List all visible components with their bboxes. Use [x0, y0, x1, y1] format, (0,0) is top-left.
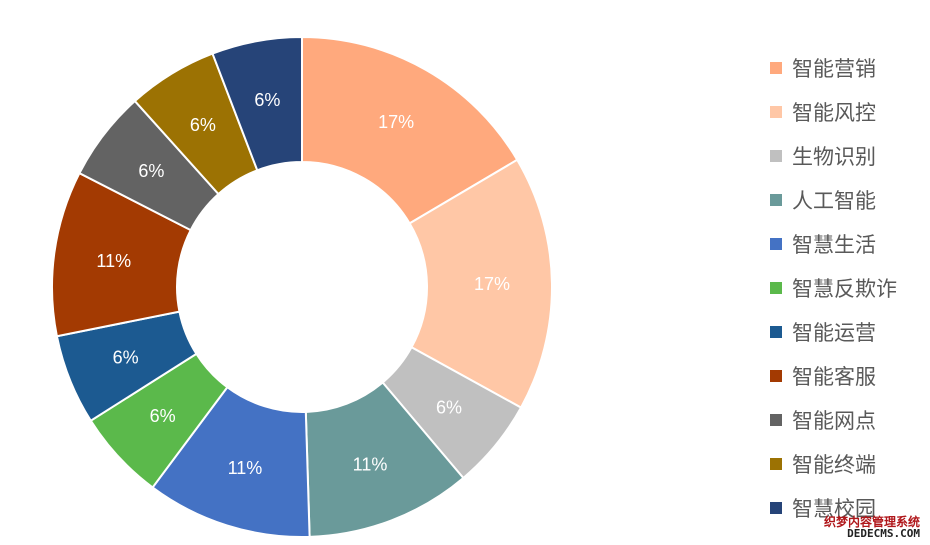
- legend-item-3: 生物识别: [770, 134, 897, 178]
- legend-label: 智能客服: [792, 365, 876, 389]
- slice-label-4: 11%: [353, 454, 388, 474]
- legend-swatch: [770, 370, 782, 382]
- legend-label: 智慧校园: [792, 497, 876, 521]
- slice-11: [211, 35, 303, 172]
- legend-swatch: [770, 150, 782, 162]
- legend-label: 人工智能: [792, 189, 876, 213]
- legend-item-6: 智慧反欺诈: [770, 266, 897, 310]
- legend-item-4: 人工智能: [770, 178, 897, 222]
- legend-item-9: 智能网点: [770, 398, 897, 442]
- legend-label: 智能营销: [792, 57, 876, 81]
- legend-item-1: 智能营销: [770, 46, 897, 90]
- legend-label: 智能终端: [792, 453, 876, 477]
- legend-item-11: 智慧校园: [770, 486, 897, 530]
- legend-label: 智能风控: [792, 101, 876, 125]
- slice-label-7: 6%: [113, 348, 139, 368]
- legend-item-8: 智能客服: [770, 354, 897, 398]
- legend-label: 智能网点: [792, 409, 876, 433]
- legend-swatch: [770, 194, 782, 206]
- slice-label-3: 6%: [436, 397, 462, 417]
- legend-swatch: [770, 238, 782, 250]
- legend-swatch: [770, 282, 782, 294]
- legend-swatch: [770, 62, 782, 74]
- chart-legend: 智能营销智能风控生物识别人工智能智慧生活智慧反欺诈智能运营智能客服智能网点智能终…: [770, 46, 897, 530]
- watermark-line1: 织梦内容管理系统: [823, 514, 920, 529]
- donut-slices: [51, 35, 553, 538]
- slice-labels: 17% 17% 6% 11% 11% 6% 6% 11% 6% 6% 6%: [96, 90, 510, 478]
- legend-swatch: [770, 502, 782, 514]
- slice-label-10: 6%: [190, 115, 216, 135]
- legend-label: 智能运营: [792, 321, 876, 345]
- legend-item-7: 智能运营: [770, 310, 897, 354]
- slice-label-8: 11%: [96, 251, 131, 271]
- slice-label-5: 11%: [228, 458, 263, 478]
- legend-swatch: [770, 414, 782, 426]
- slice-label-6: 6%: [150, 406, 176, 426]
- slice-label-1: 17%: [378, 112, 414, 132]
- legend-swatch: [770, 106, 782, 118]
- slice-label-2: 17%: [474, 274, 510, 294]
- watermark-line2: DEDECMS.COM: [847, 527, 920, 541]
- legend-item-2: 智能风控: [770, 90, 897, 134]
- legend-label: 生物识别: [792, 145, 876, 169]
- legend-item-5: 智慧生活: [770, 222, 897, 266]
- legend-swatch: [770, 326, 782, 338]
- watermark: 织梦内容管理系统 DEDECMS.COM: [824, 516, 920, 540]
- slice-2: [408, 158, 553, 409]
- slice-1: [301, 35, 519, 225]
- slice-label-9: 6%: [138, 161, 164, 181]
- slice-label-11: 6%: [254, 90, 280, 110]
- legend-swatch: [770, 458, 782, 470]
- legend-label: 智慧反欺诈: [792, 277, 897, 301]
- legend-item-10: 智能终端: [770, 442, 897, 486]
- legend-label: 智慧生活: [792, 233, 876, 257]
